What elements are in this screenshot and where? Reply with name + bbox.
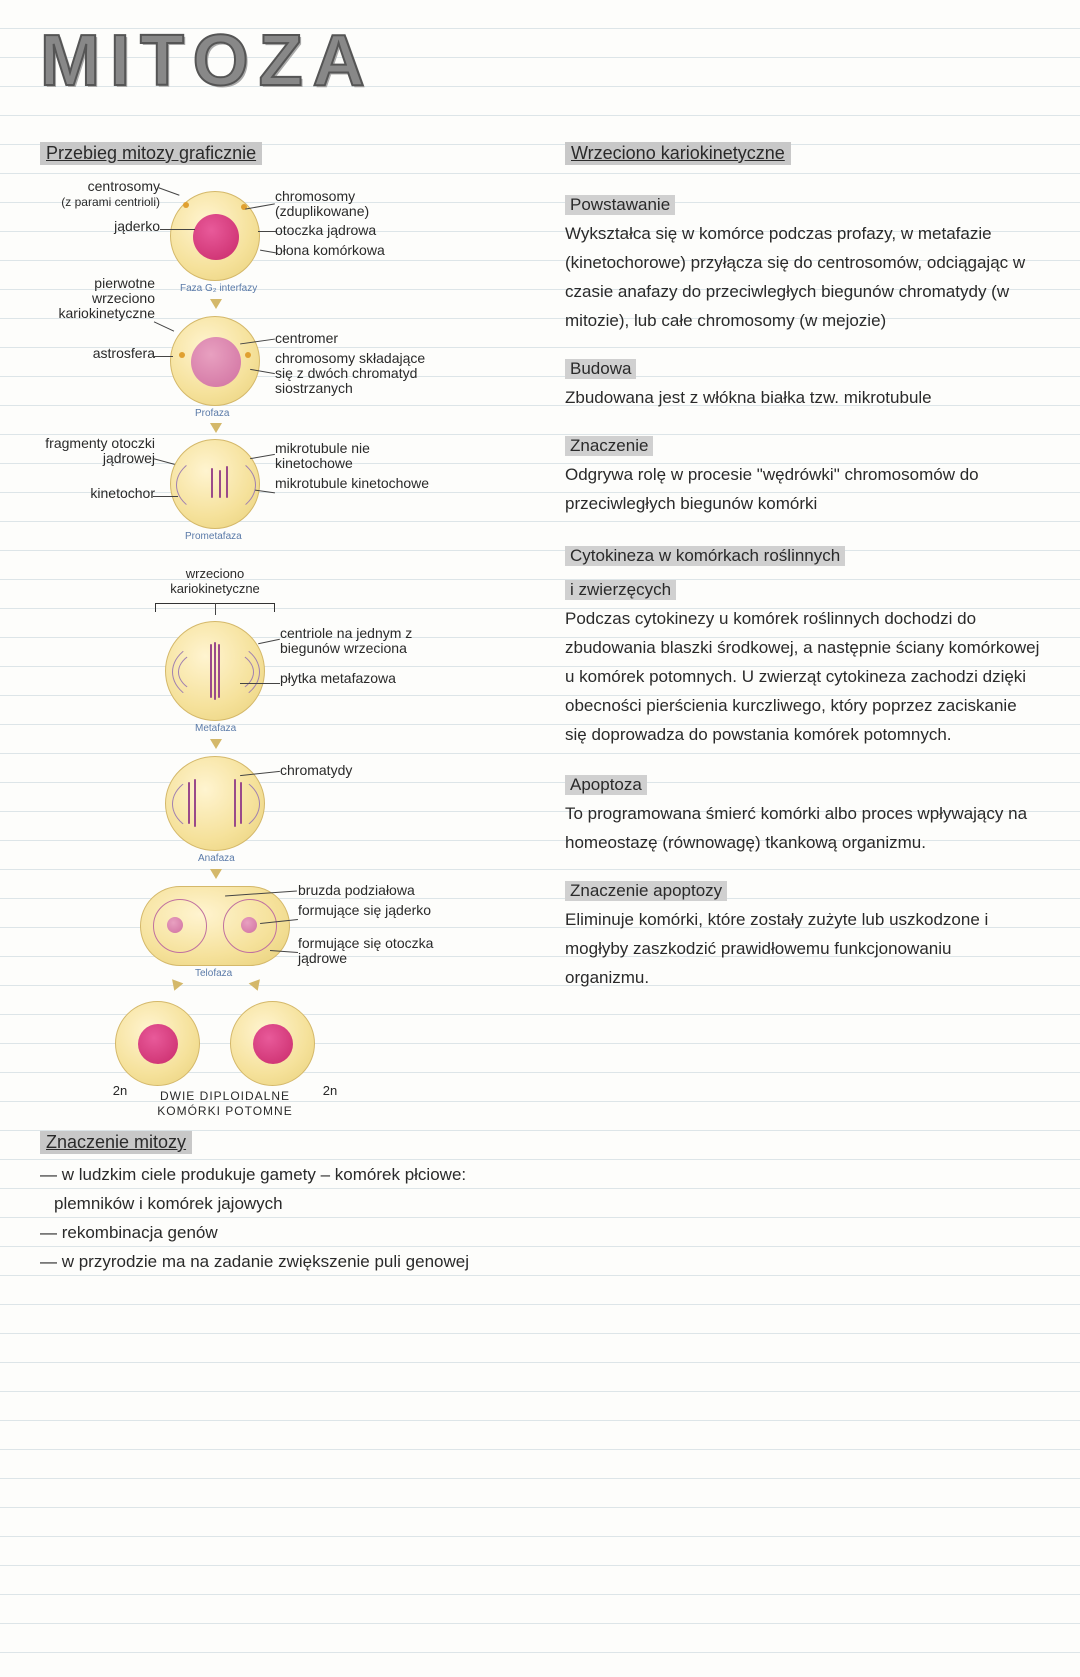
annot-kinetochor: kinetochor bbox=[40, 486, 155, 501]
annot-form-otoczka: formujące się otoczka jądrowe bbox=[298, 936, 468, 966]
mitosis-diagram: Faza G₂ interfazy centrosomy (z parami c… bbox=[40, 171, 515, 1121]
annot-otoczka: otoczka jądrowa bbox=[275, 223, 376, 238]
heading-znaczenie-mitozy: Znaczenie mitozy bbox=[40, 1131, 192, 1154]
daughter-cell-left bbox=[115, 1001, 200, 1086]
para-znaczenie-apoptozy: Eliminuje komórki, które zostały zużyte … bbox=[565, 905, 1040, 992]
left-column: Przebieg mitozy graficznie Faza G₂ inter… bbox=[40, 132, 515, 1276]
list-item-2: — rekombinacja genów bbox=[40, 1218, 515, 1247]
annot-plytka: płytka metafazowa bbox=[280, 671, 396, 686]
cell-telofaza bbox=[140, 886, 290, 966]
list-item-3: — w przyrodzie ma na zadanie zwiększenie… bbox=[40, 1247, 515, 1276]
cell-anafaza bbox=[165, 756, 265, 851]
phase-label-5: Anafaza bbox=[198, 853, 235, 864]
zn-left: 2n bbox=[100, 1083, 140, 1098]
sub-cytokineza-a: Cytokineza w komórkach roślinnych bbox=[565, 546, 845, 566]
annot-fragmenty: fragmenty otoczki jądrowej bbox=[30, 436, 155, 466]
sub-cytokineza-b: i zwierzęcych bbox=[565, 580, 676, 600]
caption-bottom: DWIE DIPLOIDALNE KOMÓRKI POTOMNE bbox=[140, 1089, 310, 1119]
zn-right: 2n bbox=[310, 1083, 350, 1098]
heading-przebieg: Przebieg mitozy graficznie bbox=[40, 142, 262, 165]
annot-mikro-kin: mikrotubule kinetochowe bbox=[275, 476, 429, 491]
annot-centrosomy: centrosomy (z parami centrioli) bbox=[30, 179, 160, 210]
annot-blona: błona komórkowa bbox=[275, 243, 385, 258]
para-znaczenie: Odgrywa rolę w procesie "wędrówki" chrom… bbox=[565, 460, 1040, 518]
list-item-1: — w ludzkim ciele produkuje gamety – kom… bbox=[40, 1160, 515, 1218]
phase-label-3: Prometafaza bbox=[185, 531, 242, 542]
annot-jaderko: jąderko bbox=[60, 219, 160, 234]
sub-znaczenie: Znaczenie bbox=[565, 436, 653, 456]
para-cytokineza: Podczas cytokinezy u komórek roślinnych … bbox=[565, 604, 1040, 749]
phase-label-2: Profaza bbox=[195, 408, 229, 419]
annot-bruzda: bruzda podziałowa bbox=[298, 883, 415, 898]
page-title: MITOZA bbox=[40, 20, 1040, 102]
heading-wrzeciono: Wrzeciono kariokinetyczne bbox=[565, 142, 791, 165]
sub-znaczenie-apoptozy: Znaczenie apoptozy bbox=[565, 881, 727, 901]
annot-astrosfera: astrosfera bbox=[40, 346, 155, 361]
sub-budowa: Budowa bbox=[565, 359, 636, 379]
spindle-label: wrzeciono kariokinetyczne bbox=[150, 566, 280, 596]
para-powstawanie: Wykształca się w komórce podczas profazy… bbox=[565, 219, 1040, 335]
daughter-cell-right bbox=[230, 1001, 315, 1086]
para-apoptoza: To programowana śmierć komórki albo proc… bbox=[565, 799, 1040, 857]
right-column: Wrzeciono kariokinetyczne Powstawanie Wy… bbox=[565, 132, 1040, 1276]
sub-apoptoza: Apoptoza bbox=[565, 775, 647, 795]
para-budowa: Zbudowana jest z włókna białka tzw. mikr… bbox=[565, 383, 1040, 412]
cell-interphase bbox=[170, 191, 260, 281]
phase-label-6: Telofaza bbox=[195, 968, 232, 979]
annot-mikro-nie: mikrotubule nie kinetochowe bbox=[275, 441, 445, 471]
phase-label-1: Faza G₂ interfazy bbox=[180, 283, 257, 294]
sub-powstawanie: Powstawanie bbox=[565, 195, 675, 215]
annot-centriole: centriole na jednym z biegunów wrzeciona bbox=[280, 626, 450, 656]
annot-centromer: centromer bbox=[275, 331, 338, 346]
annot-form-jaderko: formujące się jąderko bbox=[298, 903, 431, 918]
annot-pierwotne: pierwotne wrzeciono kariokinetyczne bbox=[30, 276, 155, 321]
annot-chromatydy: chromatydy bbox=[280, 763, 352, 778]
cell-prometafaza bbox=[170, 439, 260, 529]
cell-metafaza bbox=[165, 621, 265, 721]
cell-profaza bbox=[170, 316, 260, 406]
annot-chrom-zdup: chromosomy (zduplikowane) bbox=[275, 189, 445, 219]
annot-chrom-sklad: chromosomy składające się z dwóch chroma… bbox=[275, 351, 445, 396]
columns-container: Przebieg mitozy graficznie Faza G₂ inter… bbox=[40, 132, 1040, 1276]
phase-label-4: Metafaza bbox=[195, 723, 236, 734]
